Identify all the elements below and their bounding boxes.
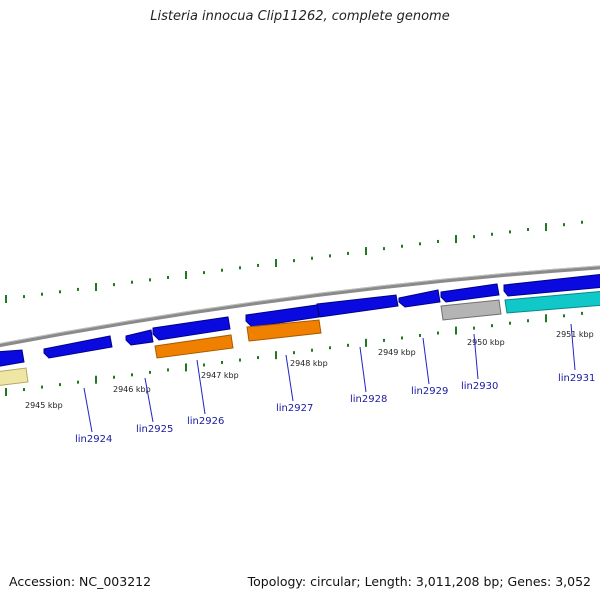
gene-label-lin2926[interactable]: lin2926: [187, 416, 224, 427]
position-label-2949: 2949 kbp: [378, 348, 416, 357]
position-label-2946: 2946 kbp: [113, 385, 151, 394]
gene-lin2926[interactable]: [154, 334, 234, 359]
gene-grey[interactable]: [440, 299, 502, 321]
gene-label-lin2930[interactable]: lin2930: [461, 381, 498, 392]
leader-lin2930: [473, 333, 479, 380]
accession-text: Accession: NC_003212: [9, 574, 152, 589]
gene-label-lin2925[interactable]: lin2925: [136, 424, 173, 435]
leader-lin2929: [422, 337, 430, 385]
gene-track: [0, 274, 600, 386]
genome-backbone-highlight: [0, 265, 600, 345]
gene-label-lin2931[interactable]: lin2931: [558, 373, 595, 384]
leader-lin2927: [285, 354, 294, 402]
position-label-2948: 2948 kbp: [290, 359, 328, 368]
gene-label-lin2927[interactable]: lin2927: [276, 403, 313, 414]
gene-lin2927[interactable]: [246, 319, 322, 342]
leader-lin2925: [144, 377, 154, 423]
leader-lin2926: [196, 359, 206, 415]
inner-tick-ring: [5, 311, 583, 396]
position-label-2947: 2947 kbp: [201, 371, 239, 380]
position-label-2951: 2951 kbp: [556, 330, 594, 339]
outer-tick-ring: [5, 220, 583, 303]
position-label-2945: 2945 kbp: [25, 401, 63, 410]
gene-lin2926-upper[interactable]: [152, 316, 231, 341]
gene-lin2924[interactable]: [43, 335, 113, 359]
genome-stats-text: Topology: circular; Length: 3,011,208 bp…: [247, 574, 591, 589]
gene-lin2929[interactable]: [398, 289, 441, 308]
gene-label-lin2929[interactable]: lin2929: [411, 386, 448, 397]
gene-left-edge[interactable]: [0, 349, 25, 367]
leader-lin2928: [359, 346, 367, 393]
gene-label-lin2928[interactable]: lin2928: [350, 394, 387, 405]
gene-lin2928[interactable]: [316, 294, 399, 318]
leader-lin2931: [570, 323, 576, 371]
genome-backbone: [0, 265, 600, 348]
gene-label-lin2924[interactable]: lin2924: [75, 434, 112, 445]
position-label-2950: 2950 kbp: [467, 338, 505, 347]
gene-yellow-left[interactable]: [0, 367, 29, 386]
map-title: Listeria innocua Clip11262, complete gen…: [150, 9, 450, 24]
gene-lin2927-upper[interactable]: [245, 304, 320, 328]
gene-lin2931[interactable]: [504, 290, 600, 314]
leader-lin2924: [83, 387, 93, 433]
gene-lin2931-upper[interactable]: [503, 274, 600, 297]
gene-lin2930[interactable]: [440, 283, 500, 303]
gene-lin2925[interactable]: [125, 329, 154, 346]
